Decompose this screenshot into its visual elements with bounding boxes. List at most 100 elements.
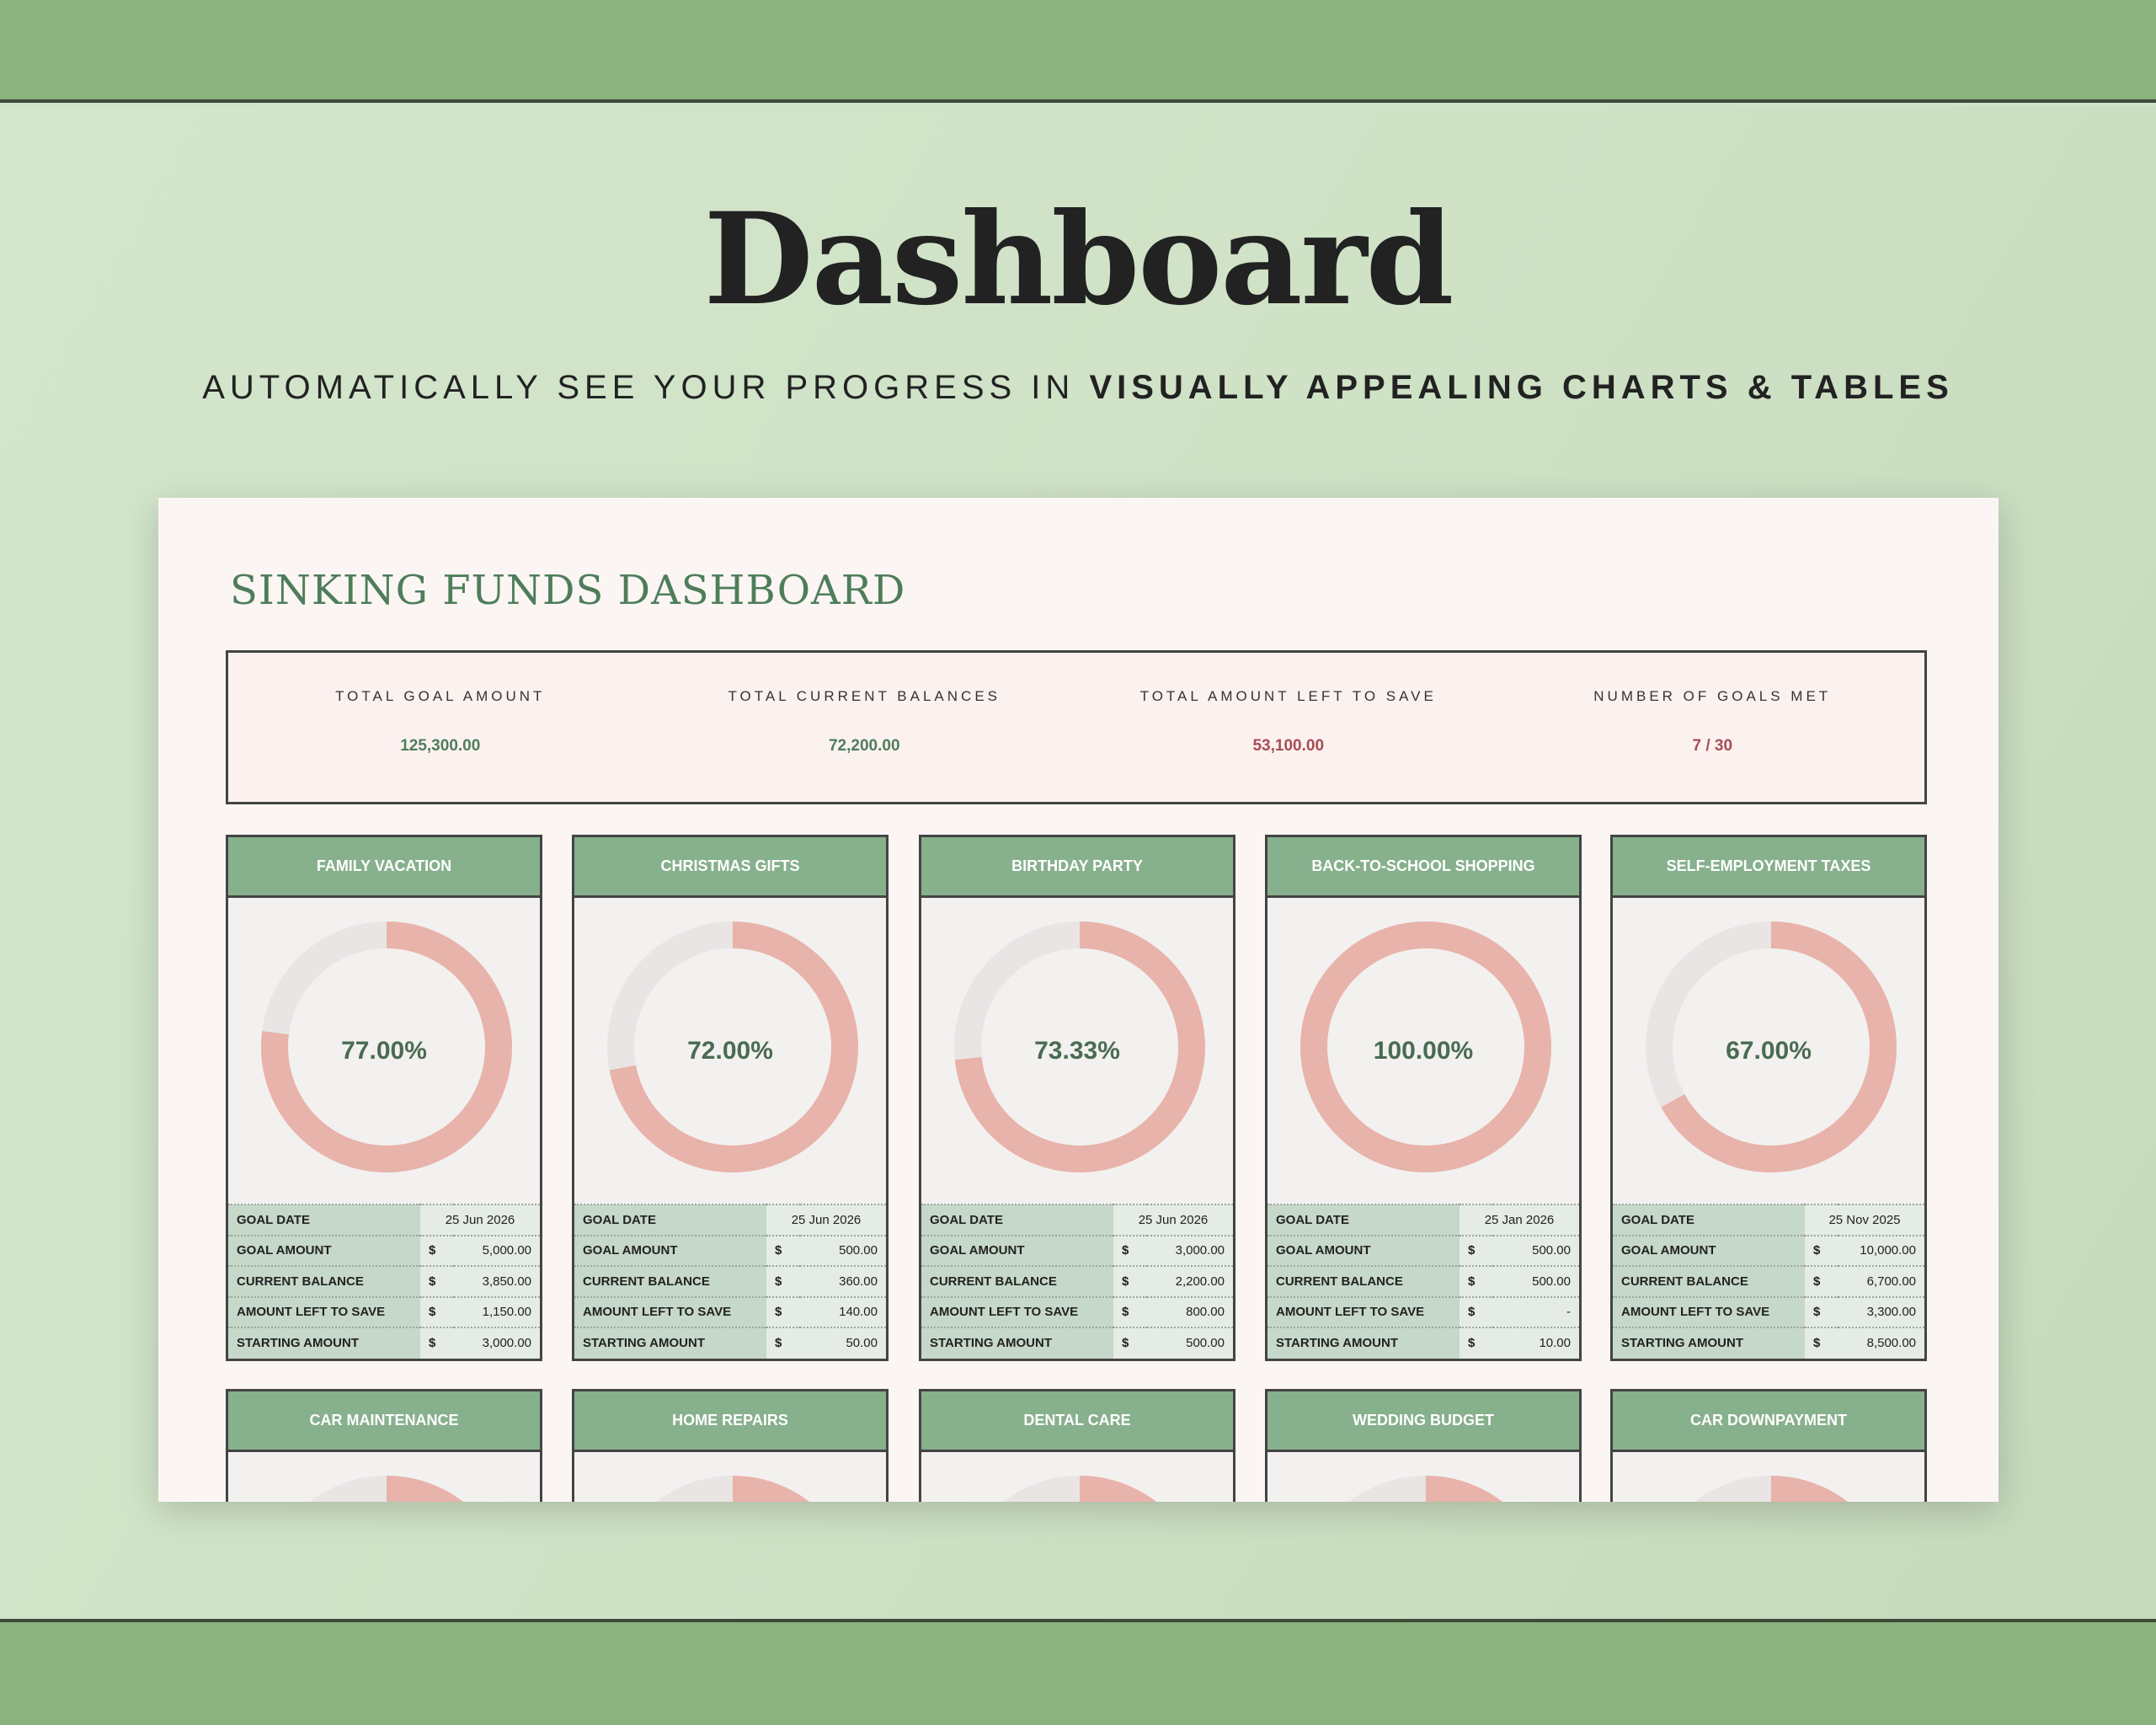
table-row: STARTING AMOUNT $10.00 bbox=[1267, 1327, 1579, 1359]
progress-donut bbox=[1613, 1452, 1924, 1502]
table-row: STARTING AMOUNT $50.00 bbox=[574, 1327, 886, 1359]
progress-donut bbox=[574, 1452, 886, 1502]
donut-progress bbox=[261, 921, 512, 1172]
currency: $ bbox=[1113, 1295, 1147, 1327]
row-value: 25 Nov 2025 bbox=[1805, 1204, 1924, 1236]
donut-chart bbox=[1300, 1476, 1551, 1502]
table-row: GOAL AMOUNT $500.00 bbox=[1267, 1234, 1579, 1266]
row-label: AMOUNT LEFT TO SAVE bbox=[1267, 1295, 1460, 1327]
table-row: GOAL DATE 25 Jun 2026 bbox=[574, 1204, 886, 1236]
row-label: AMOUNT LEFT TO SAVE bbox=[228, 1295, 420, 1327]
table-row: GOAL DATE 25 Jun 2026 bbox=[921, 1204, 1233, 1236]
row-label: GOAL AMOUNT bbox=[574, 1234, 766, 1266]
table-row: STARTING AMOUNT $500.00 bbox=[921, 1327, 1233, 1359]
row-value: - bbox=[1493, 1295, 1579, 1327]
row-label: CURRENT BALANCE bbox=[228, 1265, 420, 1297]
summary-label: TOTAL AMOUNT LEFT TO SAVE bbox=[1139, 688, 1437, 704]
currency: $ bbox=[766, 1234, 800, 1266]
fund-name: HOME REPAIRS bbox=[574, 1391, 886, 1452]
table-row: GOAL DATE 25 Jun 2026 bbox=[228, 1204, 540, 1236]
table-row: STARTING AMOUNT $3,000.00 bbox=[228, 1327, 540, 1359]
currency: $ bbox=[420, 1265, 454, 1297]
row-value: 10,000.00 bbox=[1838, 1234, 1924, 1266]
percent-label: 77.00% bbox=[341, 1037, 427, 1065]
currency: $ bbox=[766, 1265, 800, 1297]
progress-donut: 73.33% bbox=[921, 898, 1233, 1204]
currency: $ bbox=[420, 1327, 454, 1359]
progress-donut bbox=[228, 1452, 540, 1502]
table-row: GOAL DATE 25 Jan 2026 bbox=[1267, 1204, 1579, 1236]
row-value: 25 Jan 2026 bbox=[1460, 1204, 1579, 1236]
dashboard-panel: SINKING FUNDS DASHBOARD TOTAL GOAL AMOUN… bbox=[158, 498, 1999, 1502]
row-value: 3,000.00 bbox=[1147, 1234, 1233, 1266]
currency: $ bbox=[420, 1234, 454, 1266]
table-row: GOAL AMOUNT $5,000.00 bbox=[228, 1234, 540, 1266]
donut-chart bbox=[607, 1476, 858, 1502]
row-label: STARTING AMOUNT bbox=[921, 1327, 1113, 1359]
row-label: STARTING AMOUNT bbox=[228, 1327, 420, 1359]
fund-name: SELF-EMPLOYMENT TAXES bbox=[1613, 837, 1924, 898]
summary-label: TOTAL GOAL AMOUNT bbox=[335, 688, 546, 704]
table-row: AMOUNT LEFT TO SAVE $ - bbox=[1267, 1295, 1579, 1327]
row-label: GOAL DATE bbox=[574, 1204, 766, 1236]
currency: $ bbox=[1805, 1295, 1838, 1327]
donut-chart bbox=[1646, 921, 1897, 1172]
row-value: 360.00 bbox=[800, 1265, 886, 1297]
table-row: CURRENT BALANCE $6,700.00 bbox=[1613, 1265, 1924, 1297]
summary-goals-met: NUMBER OF GOALS MET 7 / 30 bbox=[1501, 653, 1925, 802]
subtitle-plain: AUTOMATICALLY SEE YOUR PROGRESS IN bbox=[202, 369, 1075, 406]
progress-donut bbox=[921, 1452, 1233, 1502]
currency: $ bbox=[766, 1295, 800, 1327]
row-label: GOAL DATE bbox=[1613, 1204, 1805, 1236]
table-row: GOAL AMOUNT $10,000.00 bbox=[1613, 1234, 1924, 1266]
donut-progress bbox=[954, 921, 1205, 1172]
donut-chart bbox=[607, 921, 858, 1172]
subtitle-bold: VISUALLY APPEALING CHARTS & TABLES bbox=[1089, 369, 1954, 406]
currency: $ bbox=[1460, 1265, 1493, 1297]
row-value: 10.00 bbox=[1493, 1327, 1579, 1359]
donut-chart bbox=[954, 1476, 1205, 1502]
fund-table: GOAL DATE 25 Jan 2026 GOAL AMOUNT $500.00 CU… bbox=[1267, 1204, 1579, 1359]
fund-table: GOAL DATE 25 Nov 2025 GOAL AMOUNT $10,000.0… bbox=[1613, 1204, 1924, 1359]
row-value: 8,500.00 bbox=[1838, 1327, 1924, 1359]
fund-card: CHRISTMAS GIFTS 72.00% GOAL DATE 25 Jun 2… bbox=[572, 835, 889, 1361]
table-row: GOAL DATE 25 Nov 2025 bbox=[1613, 1204, 1924, 1236]
percent-label: 72.00% bbox=[687, 1037, 773, 1065]
currency: $ bbox=[1805, 1327, 1838, 1359]
row-label: STARTING AMOUNT bbox=[1613, 1327, 1805, 1359]
fund-table: GOAL DATE 25 Jun 2026 GOAL AMOUNT $500.00 CU… bbox=[574, 1204, 886, 1359]
currency: $ bbox=[1113, 1265, 1147, 1297]
fund-card: CAR DOWNPAYMENT bbox=[1610, 1389, 1927, 1502]
fund-table: GOAL DATE 25 Jun 2026 GOAL AMOUNT $5,000.00… bbox=[228, 1204, 540, 1359]
table-row: AMOUNT LEFT TO SAVE $3,300.00 bbox=[1613, 1295, 1924, 1327]
table-row: GOAL AMOUNT $3,000.00 bbox=[921, 1234, 1233, 1266]
row-value: 3,300.00 bbox=[1838, 1295, 1924, 1327]
row-label: CURRENT BALANCE bbox=[574, 1265, 766, 1297]
progress-donut bbox=[1267, 1452, 1579, 1502]
row-value: 140.00 bbox=[800, 1295, 886, 1327]
donut-chart bbox=[261, 921, 512, 1172]
top-band bbox=[0, 0, 2156, 103]
percent-label: 67.00% bbox=[1726, 1037, 1812, 1065]
currency: $ bbox=[1460, 1295, 1493, 1327]
fund-card: DENTAL CARE bbox=[919, 1389, 1235, 1502]
percent-label: 73.33% bbox=[1034, 1037, 1120, 1065]
row-label: GOAL DATE bbox=[921, 1204, 1113, 1236]
page-subtitle: AUTOMATICALLY SEE YOUR PROGRESS IN VISUA… bbox=[0, 369, 2156, 407]
currency: $ bbox=[1805, 1265, 1838, 1297]
fund-name: BACK-TO-SCHOOL SHOPPING bbox=[1267, 837, 1579, 898]
fund-card: HOME REPAIRS bbox=[572, 1389, 889, 1502]
summary-total-balance: TOTAL CURRENT BALANCES 72,200.00 bbox=[653, 653, 1077, 802]
table-row: AMOUNT LEFT TO SAVE $140.00 bbox=[574, 1295, 886, 1327]
fund-name: CAR MAINTENANCE bbox=[228, 1391, 540, 1452]
progress-donut: 72.00% bbox=[574, 898, 886, 1204]
row-value: 800.00 bbox=[1147, 1295, 1233, 1327]
row-value: 500.00 bbox=[1147, 1327, 1233, 1359]
row-label: AMOUNT LEFT TO SAVE bbox=[1613, 1295, 1805, 1327]
row-label: CURRENT BALANCE bbox=[1267, 1265, 1460, 1297]
row-label: GOAL DATE bbox=[228, 1204, 420, 1236]
dashboard-title: SINKING FUNDS DASHBOARD bbox=[230, 567, 906, 614]
donut-progress bbox=[1300, 921, 1551, 1172]
progress-donut: 67.00% bbox=[1613, 898, 1924, 1204]
row-label: GOAL AMOUNT bbox=[921, 1234, 1113, 1266]
